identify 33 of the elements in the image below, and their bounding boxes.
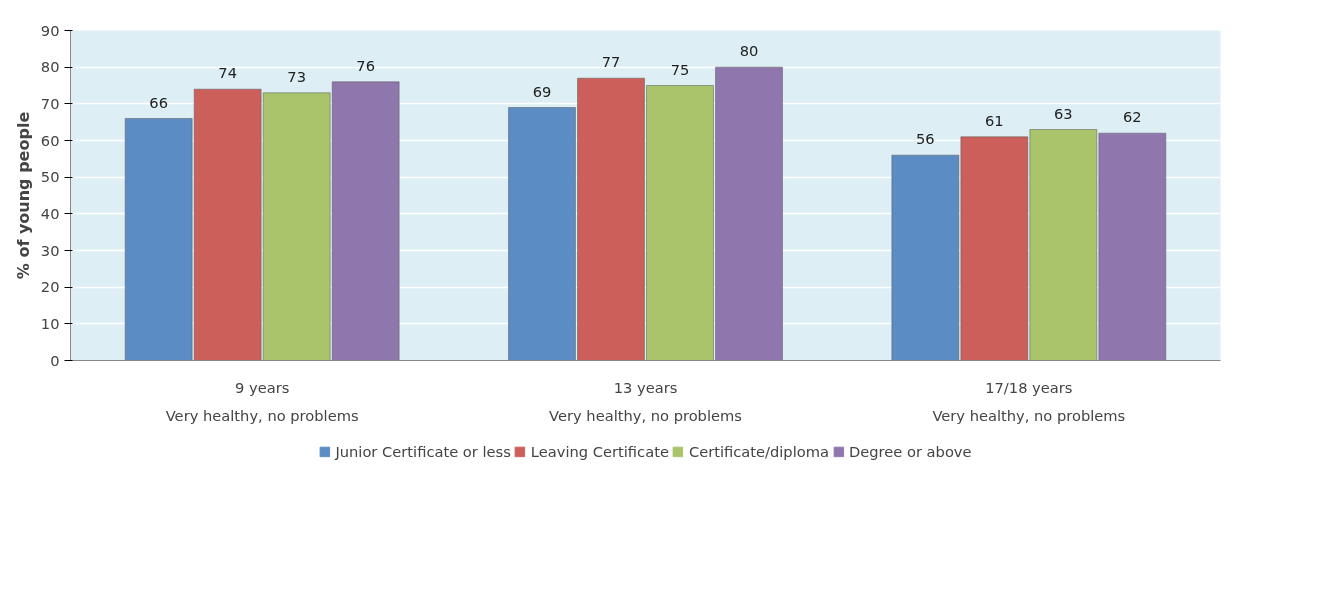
x-tick-label: 13 years	[613, 378, 678, 396]
y-tick-label: 60	[40, 131, 60, 149]
data-label: 56	[916, 130, 935, 148]
y-axis-title: % of young people	[13, 111, 33, 280]
y-tick-label: 50	[40, 168, 60, 186]
legend-label: Junior Certificate or less	[335, 442, 511, 460]
y-tick-label: 80	[40, 58, 60, 76]
y-tick-label: 20	[40, 278, 60, 296]
data-label: 63	[1054, 104, 1073, 122]
text: Very healthy, no problems	[932, 406, 1126, 424]
x-tick-label: 9 years	[235, 378, 290, 396]
x-tick-label: 17/18 years	[985, 378, 1073, 396]
legend-label: Leaving Certificate	[530, 442, 669, 460]
text: Very healthy, no problems	[549, 406, 742, 424]
data-label: 61	[985, 111, 1004, 129]
y-tick-label: 30	[40, 241, 60, 259]
legend-label: Degree or above	[848, 442, 972, 460]
legend-label: Certificate/diploma	[688, 442, 829, 460]
data-label: 69	[532, 82, 552, 100]
data-label: 62	[1123, 108, 1142, 126]
y-tick-label: 10	[40, 314, 60, 332]
y-tick-label: 40	[40, 204, 60, 222]
y-tick-label: 0	[50, 351, 60, 369]
data-label: 73	[287, 67, 306, 85]
data-label: 77	[601, 53, 621, 71]
y-tick-label: 90	[40, 21, 60, 39]
y-tick-label: 70	[40, 94, 60, 112]
data-label: 80	[739, 42, 759, 60]
data-label: 74	[218, 64, 237, 82]
data-label: 66	[149, 93, 168, 111]
data-label: 76	[356, 56, 375, 74]
data-label: 75	[670, 60, 690, 78]
text: Very healthy, no problems	[165, 406, 359, 424]
